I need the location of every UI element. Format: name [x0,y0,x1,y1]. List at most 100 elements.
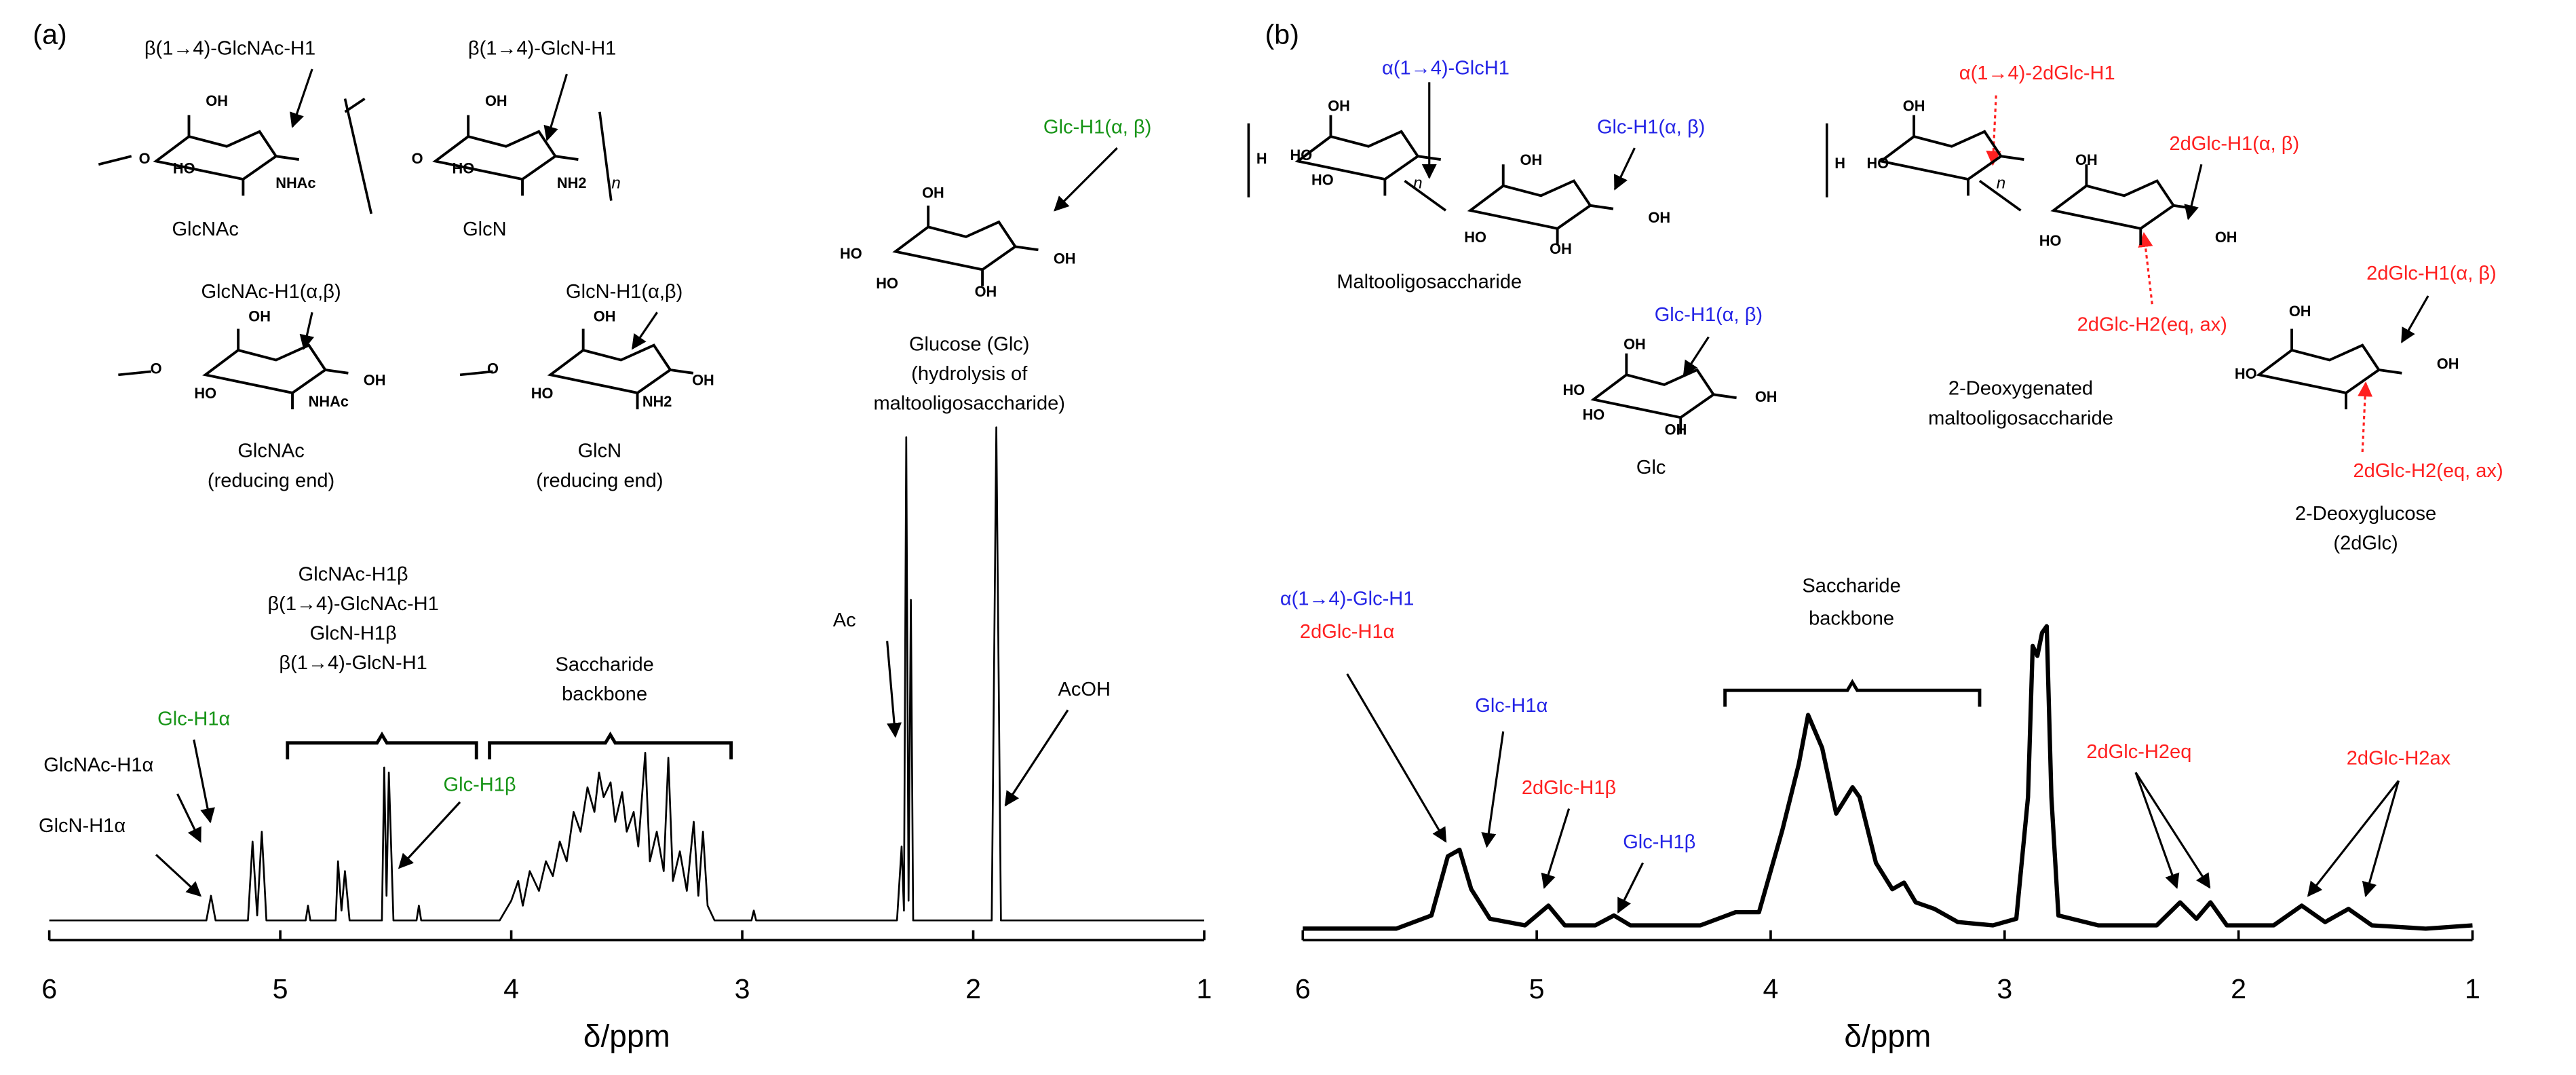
annotation: β(1→4)-GlcNAc-H1 [267,593,438,615]
annotation: (hydrolysis of [911,363,1028,385]
sugar-ring [1590,353,1737,434]
x-tick-label: 5 [273,973,288,1004]
spectrum [1303,624,2473,931]
arrow [631,312,658,350]
sugar-ring [2256,328,2402,410]
arrow [886,641,902,738]
arrow [2134,772,2211,889]
atom-label: OH [485,92,507,109]
atom-label: H [1834,155,1845,172]
arrow [398,801,461,869]
annotation: AcOH [1058,679,1110,700]
annotation: n [611,174,620,193]
annotation: 2dGlc-H2(eq, ax) [2077,314,2227,335]
atom-label: HO [1583,407,1605,423]
atom-label: HO [2039,232,2062,249]
annotation: Glc-H1β [444,774,516,795]
arrow [299,312,315,350]
atom-label: HO [531,385,554,402]
annotation: GlcN-H1(α,β) [566,281,683,303]
bond [1404,180,1447,212]
x-axis-label: δ/ppm [583,1019,670,1054]
x-axis-label: δ/ppm [1844,1019,1931,1054]
annotation: Glc-H1(α, β) [1043,117,1151,138]
annotation: GlcNAc-H1β [299,563,408,585]
atom-label: OH [692,372,714,389]
annotation: 2-Deoxyglucose [2295,503,2436,525]
atom-label: O [139,150,151,167]
x-tick-label: 2 [2231,973,2246,1004]
atom-label: OH [1328,97,1350,114]
annotation: GlcNAc [172,219,238,240]
atom-label: NH2 [642,393,672,410]
annotation: Glc [1636,457,1666,478]
annotation: maltooligosaccharide [1928,407,2113,429]
annotation: α(1→4)-Glc-H1 [1280,588,1415,610]
atom-label: NHAc [275,174,315,191]
sugar-ring [1294,115,1441,196]
arrow [290,69,313,128]
atom-label: NH2 [557,174,587,191]
annotation: Glucose (Glc) [909,333,1030,355]
atom-label: OH [1623,335,1646,352]
annotation: α(1→4)-2dGlc-H1 [1959,62,2115,84]
bracket [1723,679,1982,707]
annotation: 2dGlc-H1α [1300,621,1394,643]
atom-label: OH [206,92,228,109]
annotation: Glc-H1(α, β) [1597,117,1705,138]
annotation: β(1→4)-GlcN-H1 [279,652,427,674]
x-tick-label: 4 [503,973,519,1004]
atom-label: O [151,360,162,377]
annotation: GlcN [463,219,507,240]
sugar-ring [432,115,579,196]
atom-label: OH [2215,229,2237,246]
atom-label: OH [2289,303,2311,320]
annotation: 2dGlc-H1(α, β) [2169,133,2299,155]
sugar-ring [202,328,349,410]
atom-label: OH [1054,250,1076,267]
arrow [2138,231,2153,305]
annotation: 2-Deoxygenated [1948,378,2093,400]
annotation: 2dGlc-H1β [1522,777,1616,799]
annotation: (2dGlc) [2333,532,2398,554]
x-tick-label: 2 [965,973,981,1004]
annotation: (reducing end) [536,470,663,491]
atom-label: OH [1550,240,1572,257]
atom-label: OH [1903,97,1925,114]
atom-label: HO [1563,381,1585,398]
atom-label: OH [975,283,997,300]
x-tick-label: 3 [1997,973,2012,1004]
arrow [2184,164,2203,221]
annotation: Glc-H1α [1475,695,1547,717]
arrow [176,793,201,843]
annotation: 2dGlc-H2eq [2086,741,2191,763]
atom-label: OH [2437,355,2459,372]
atom-label: OH [248,307,271,324]
atom-label: HO [1464,229,1486,246]
atom-label: NHAc [309,393,349,410]
annotation: GlcNAc [237,440,304,462]
annotation: GlcN-H1α [39,815,126,837]
arrow [1986,95,2001,166]
atom-label: OH [922,185,944,202]
atom-label: HO [2235,365,2257,382]
annotation: 2dGlc-H2ax [2347,748,2451,770]
arrow [1054,147,1118,212]
annotation: maltooligosaccharide) [873,393,1065,415]
bracket [488,731,733,759]
annotation: (reducing end) [208,470,334,491]
annotation: backbone [1809,608,1894,630]
bond [459,370,493,377]
annotation: Ac [833,609,856,631]
panel-label: (b) [1265,18,1299,50]
annotation: Glc-H1α [157,708,230,730]
annotation: Glc-H1β [1623,831,1695,853]
annotation: α(1→4)-GlcH1 [1382,58,1510,79]
arrow [1617,862,1644,914]
x-tick-label: 6 [1295,973,1311,1004]
annotation: GlcNAc-H1α [43,754,153,776]
atom-label: OH [1520,151,1543,168]
sugar-ring [547,328,694,410]
annotation: backbone [562,683,647,705]
